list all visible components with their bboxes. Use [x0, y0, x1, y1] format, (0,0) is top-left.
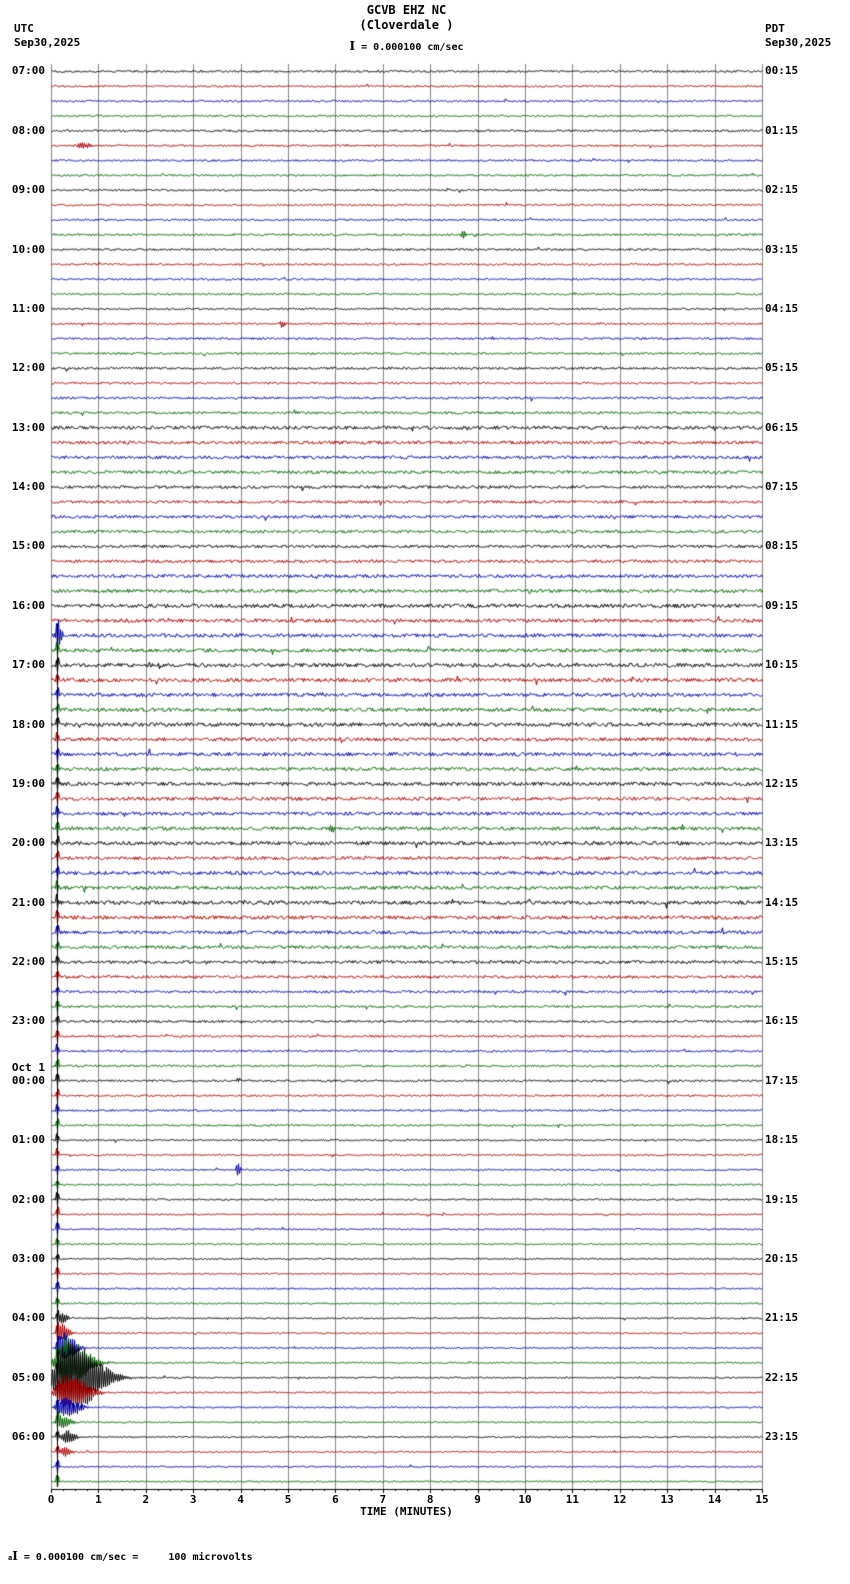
pdt-date: Sep30,2025	[765, 36, 832, 49]
x-tick-label: 2	[142, 1493, 150, 1506]
utc-date: Sep30,2025	[14, 36, 81, 49]
hour-label-left: 07:00	[11, 64, 45, 78]
hour-label-right: 09:15	[765, 598, 799, 612]
amplitude-scale-label: = 0.000100 cm/sec	[355, 42, 464, 53]
hour-label-left: 11:00	[11, 301, 45, 315]
hour-label-right: 11:15	[765, 717, 799, 731]
hour-label-right: 07:15	[765, 480, 799, 494]
hour-label-right: 15:15	[765, 955, 799, 969]
hour-label-left: 13:00	[11, 420, 45, 434]
hour-label-right: 10:15	[765, 658, 799, 672]
hour-label-left: 08:00	[11, 123, 45, 137]
hour-label-right: 06:15	[765, 420, 799, 434]
hour-label-left: 23:00	[11, 1014, 45, 1028]
hour-label-left: 18:00	[11, 717, 45, 731]
footnote-prefix: a	[8, 1554, 13, 1562]
station-title: GCVB EHZ NC	[366, 3, 447, 17]
hour-label-left: 10:00	[11, 242, 45, 256]
utc-time-labels: 07:00 08:00 09:00 10:00 11:00 12:00 13:00 14:00…	[0, 0, 48, 1584]
hour-label-right: 00:15	[765, 64, 799, 78]
x-tick-label: 8	[426, 1493, 434, 1506]
hour-label-right: 05:15	[765, 361, 799, 375]
hour-label-right: 03:15	[765, 242, 799, 256]
hour-label-left: 01:00	[11, 1133, 45, 1147]
hour-label-left: 12:00	[11, 361, 45, 375]
hour-label-left: 19:00	[11, 776, 45, 790]
hour-label-right: 08:15	[765, 539, 799, 553]
hour-label-left: 06:00	[11, 1430, 45, 1444]
footnote-bracket-icon: I	[12, 1549, 18, 1563]
hour-label-left: 20:00	[11, 836, 45, 850]
hour-label-right: 14:15	[765, 895, 799, 909]
hour-label-right: 17:15	[765, 1073, 799, 1087]
x-tick-label: 10	[518, 1493, 532, 1506]
hour-label-right: 23:15	[765, 1430, 799, 1444]
hour-label-right: 01:15	[765, 123, 799, 137]
hour-label-right: 04:15	[765, 301, 799, 315]
x-tick-label: 14	[707, 1493, 722, 1506]
scale-footnote: aI = 0.000100 cm/sec = 100 microvolts	[8, 1549, 253, 1563]
hour-label-left: 21:00	[11, 895, 45, 909]
x-tick-label: 4	[237, 1493, 244, 1506]
amplitude-scale: I = 0.000100 cm/sec	[51, 39, 762, 53]
x-tick-label: 13	[660, 1493, 674, 1506]
hour-label-right: 18:15	[765, 1133, 799, 1147]
footnote-text: = 0.000100 cm/sec = 100 microvolts	[17, 1552, 253, 1563]
pdt-time-labels: 00:15 01:15 02:15 03:15 04:15 05:15 06:15 07:15…	[765, 0, 845, 1584]
hour-label-right: 19:15	[765, 1192, 799, 1206]
x-tick-label: 0	[47, 1493, 55, 1506]
hour-label-left: 00:00	[11, 1073, 45, 1087]
hour-label-left: 22:00	[11, 955, 45, 969]
hour-label-left: 05:00	[11, 1370, 45, 1384]
date-label-left: Oct 1	[11, 1060, 45, 1074]
hour-label-right: 02:15	[765, 183, 799, 197]
x-tick-label: 3	[189, 1493, 197, 1506]
amplitude-bracket-icon: I	[349, 39, 356, 53]
hour-label-right: 20:15	[765, 1251, 799, 1265]
x-tick-label: 1	[95, 1493, 102, 1506]
x-tick-label: 12	[613, 1493, 627, 1506]
x-tick-label: 15	[755, 1493, 769, 1506]
hour-label-left: 09:00	[11, 183, 45, 197]
x-tick-label: 11	[565, 1493, 580, 1506]
hour-label-left: 02:00	[11, 1192, 45, 1206]
hour-label-left: 16:00	[11, 598, 45, 612]
hour-label-left: 14:00	[11, 480, 45, 494]
hour-label-right: 13:15	[765, 836, 799, 850]
x-tick-label: 5	[284, 1493, 292, 1506]
hour-label-right: 12:15	[765, 776, 799, 790]
station-location: (Cloverdale )	[359, 18, 454, 32]
utc-header: UTC Sep30,2025	[14, 22, 80, 50]
hour-label-right: 16:15	[765, 1014, 799, 1028]
x-axis-title: TIME (MINUTES)	[360, 1505, 453, 1518]
utc-label: UTC	[14, 22, 34, 35]
pdt-header: PDT Sep30,2025	[765, 22, 831, 50]
hour-label-right: 21:15	[765, 1311, 799, 1325]
hour-label-left: 03:00	[11, 1251, 45, 1265]
x-tick-label: 7	[379, 1493, 387, 1506]
x-tick-label: 6	[332, 1493, 339, 1506]
pdt-label: PDT	[765, 22, 785, 35]
plot-title-block: GCVB EHZ NC (Cloverdale )	[51, 3, 762, 33]
hour-label-left: 15:00	[11, 539, 45, 553]
x-tick-label: 9	[474, 1493, 481, 1506]
hour-label-left: 04:00	[11, 1311, 45, 1325]
hour-label-left: 17:00	[11, 658, 45, 672]
hour-label-right: 22:15	[765, 1370, 799, 1384]
